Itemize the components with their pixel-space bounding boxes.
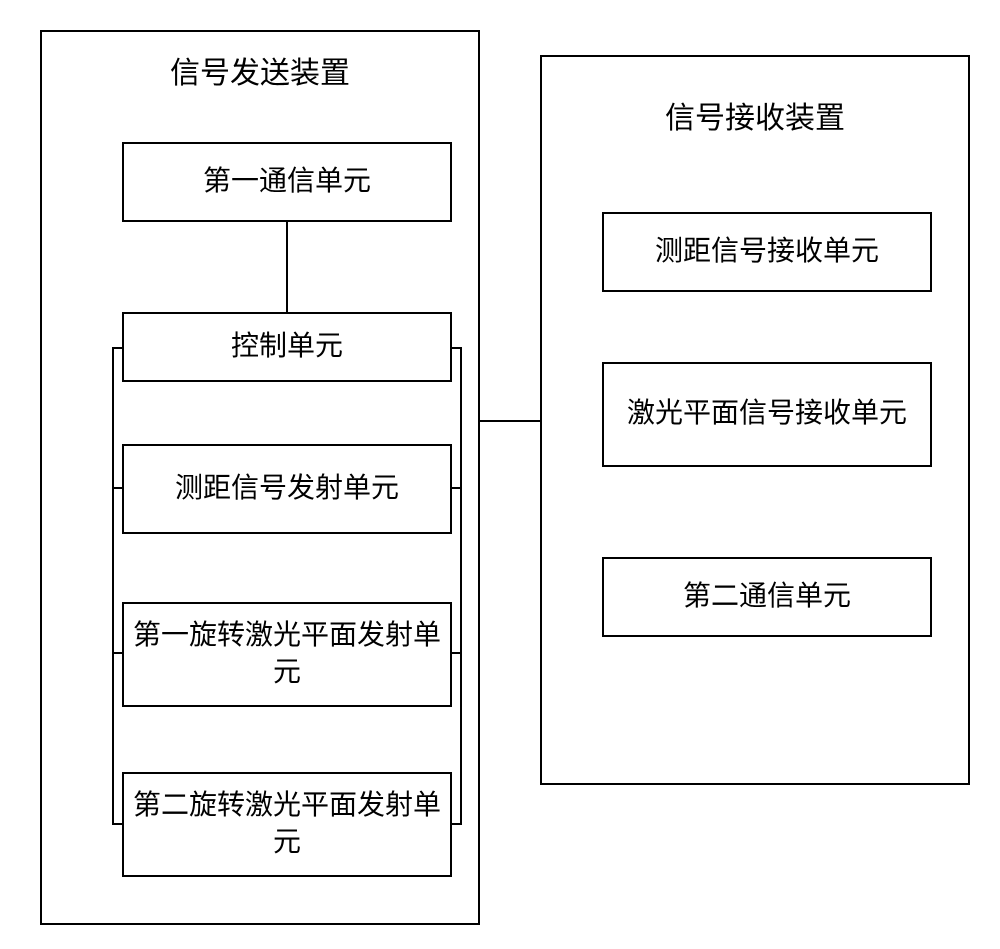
connector-ctrl-right-vertical — [460, 347, 462, 825]
connector-to-laser2-right — [450, 823, 462, 825]
unit-comm2-label: 第二通信单元 — [683, 579, 851, 615]
connector-tx-rx — [480, 420, 540, 422]
unit-laser-rx-label: 激光平面信号接收单元 — [627, 396, 907, 432]
transmitter-container: 信号发送装置 第一通信单元 控制单元 测距信号发射单元 第一旋转激光平面发射单元… — [40, 30, 480, 925]
unit-control-label: 控制单元 — [231, 329, 343, 365]
unit-laser2: 第二旋转激光平面发射单元 — [122, 772, 452, 877]
receiver-container: 信号接收装置 测距信号接收单元 激光平面信号接收单元 第二通信单元 — [540, 55, 970, 785]
unit-laser1-label: 第一旋转激光平面发射单元 — [132, 618, 442, 691]
unit-ranging-rx-label: 测距信号接收单元 — [655, 234, 879, 270]
unit-control: 控制单元 — [122, 312, 452, 382]
connector-ctrl-left-top — [112, 347, 124, 349]
receiver-title: 信号接收装置 — [542, 93, 968, 137]
connector-to-laser1-right — [450, 652, 462, 654]
unit-ranging-tx: 测距信号发射单元 — [122, 444, 452, 534]
unit-laser-rx: 激光平面信号接收单元 — [602, 362, 932, 467]
connector-to-laser1-left — [112, 652, 124, 654]
unit-comm1-label: 第一通信单元 — [203, 164, 371, 200]
unit-laser2-label: 第二旋转激光平面发射单元 — [132, 788, 442, 861]
unit-comm1: 第一通信单元 — [122, 142, 452, 222]
unit-comm2: 第二通信单元 — [602, 557, 932, 637]
connector-comm1-control — [286, 222, 288, 312]
unit-ranging-rx: 测距信号接收单元 — [602, 212, 932, 292]
connector-to-laser2-left — [112, 823, 124, 825]
unit-ranging-tx-label: 测距信号发射单元 — [175, 471, 399, 507]
transmitter-title: 信号发送装置 — [42, 48, 478, 92]
connector-ctrl-right-top — [450, 347, 462, 349]
connector-to-ranging-tx-right — [450, 487, 462, 489]
unit-laser1: 第一旋转激光平面发射单元 — [122, 602, 452, 707]
connector-ctrl-left-vertical — [112, 347, 114, 825]
connector-to-ranging-tx-left — [112, 487, 124, 489]
